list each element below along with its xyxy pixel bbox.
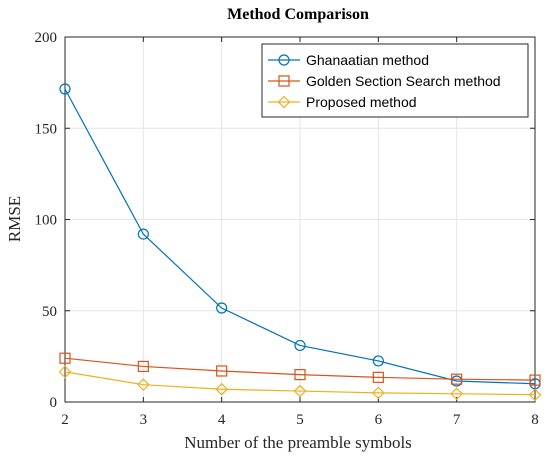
x-tick-label: 5 [296, 412, 304, 428]
x-tick-label: 3 [140, 412, 148, 428]
chart-title: Method Comparison [227, 6, 369, 23]
data-point [59, 352, 71, 364]
data-point [277, 95, 291, 109]
x-axis-label: Number of the preamble symbols [184, 433, 412, 452]
data-point [136, 378, 150, 392]
data-point [372, 355, 384, 367]
series-line [64, 88, 536, 385]
data-point [216, 302, 228, 314]
legend-item: Golden Section Search method [268, 73, 501, 89]
data-point [137, 228, 149, 240]
data-point [529, 374, 541, 386]
x-tick-label: 8 [531, 412, 539, 428]
y-axis-label: RMSE [5, 196, 24, 242]
axes: 2 3 4 5 6 7 8 0 50 100 150 200 [35, 30, 539, 428]
data-point [294, 339, 306, 352]
y-tick-label: 0 [50, 395, 58, 411]
data-point [528, 388, 542, 402]
x-tick-label: 7 [453, 412, 461, 428]
series-line [64, 357, 536, 381]
data-point [216, 365, 228, 377]
x-tick-label: 4 [218, 412, 226, 428]
legend-label: Ghanaatian method [306, 52, 429, 68]
y-tick-label: 100 [35, 213, 58, 229]
series-golden-section-search-method [59, 352, 541, 386]
y-tick-label: 150 [35, 121, 58, 137]
data-point [215, 382, 229, 396]
data-point [137, 360, 149, 373]
series-layer [58, 83, 542, 402]
legend: Ghanaatian method Golden Section Search m… [261, 43, 529, 118]
data-point [451, 373, 463, 385]
legend-box [261, 43, 529, 118]
x-tick-label: 6 [375, 412, 383, 428]
legend-item: Ghanaatian method [268, 52, 429, 68]
data-point [372, 371, 384, 383]
data-point [371, 386, 385, 400]
legend-label: Golden Section Search method [306, 73, 501, 89]
legend-item: Proposed method [268, 94, 417, 110]
series-proposed-method [58, 365, 542, 402]
data-point [450, 387, 464, 401]
data-point [293, 384, 307, 398]
data-point [278, 54, 290, 66]
x-tick-label: 2 [61, 412, 69, 428]
data-point [59, 83, 71, 95]
data-point [294, 369, 306, 381]
data-point [58, 365, 72, 379]
y-tick-label: 50 [42, 304, 57, 320]
data-point [278, 75, 290, 87]
series-line [64, 371, 536, 396]
legend-label: Proposed method [306, 94, 417, 110]
y-tick-label: 200 [35, 30, 58, 46]
